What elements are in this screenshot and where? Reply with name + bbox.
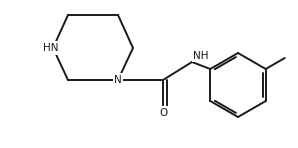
- Text: N: N: [114, 75, 122, 85]
- Text: O: O: [159, 108, 167, 118]
- Text: NH: NH: [193, 51, 209, 61]
- Text: HN: HN: [43, 43, 59, 53]
